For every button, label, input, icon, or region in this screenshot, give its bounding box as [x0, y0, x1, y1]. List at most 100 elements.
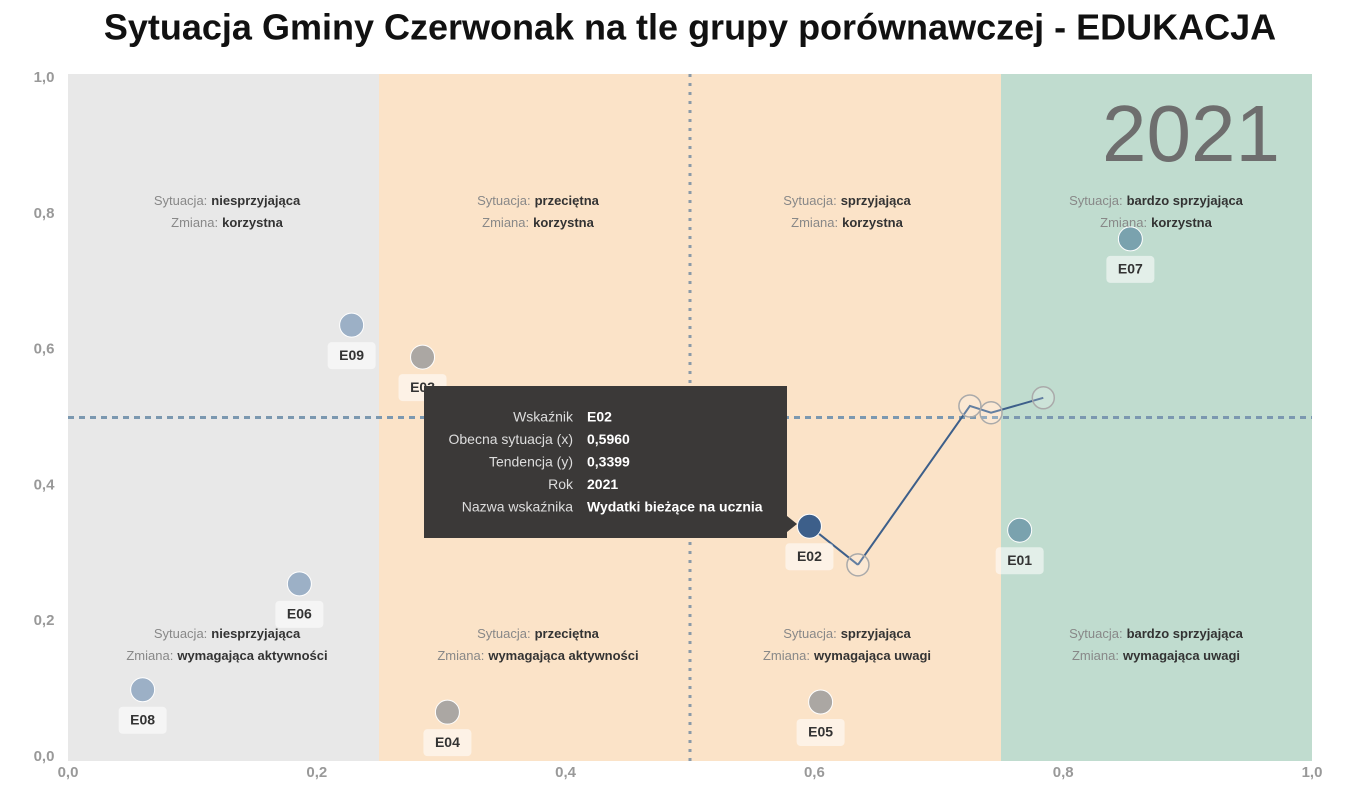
quadrant-change: Zmiana: korzystna — [171, 215, 283, 230]
x-tick-label: 0,8 — [1053, 764, 1074, 781]
quadrant-change: Zmiana: korzystna — [791, 215, 903, 230]
point-label-box — [423, 729, 472, 757]
quadrant-change: Zmiana: korzystna — [1100, 215, 1212, 230]
situation-value: przeciętna — [535, 626, 600, 641]
situation-prefix: Sytuacja: — [783, 193, 836, 208]
tooltip-value: 2021 — [587, 476, 618, 492]
point — [808, 689, 834, 715]
change-value: korzystna — [222, 215, 283, 230]
situation-value: niesprzyjająca — [211, 193, 301, 208]
trail-point — [846, 553, 870, 577]
point-label-box — [275, 600, 324, 628]
quadrant-change: Zmiana: korzystna — [482, 215, 594, 230]
quadrant-change: Zmiana: wymagająca aktywności — [437, 648, 638, 663]
point-label-box — [327, 342, 376, 370]
tooltip-key: Tendencja (y) — [489, 454, 573, 470]
x-tick-label: 0,0 — [58, 764, 79, 781]
y-tick-label: 0,6 — [34, 341, 55, 358]
change-value: korzystna — [533, 215, 594, 230]
change-value: korzystna — [1151, 215, 1212, 230]
situation-prefix: Sytuacja: — [1069, 626, 1122, 641]
tooltip-key: Wskaźnik — [513, 409, 574, 425]
y-tick-label: 0,4 — [34, 476, 56, 493]
change-prefix: Zmiana: — [171, 215, 218, 230]
change-value: wymagająca uwagi — [1122, 648, 1240, 663]
point-label: E01 — [1007, 552, 1032, 568]
change-prefix: Zmiana: — [791, 215, 838, 230]
change-value: wymagająca uwagi — [813, 648, 931, 663]
x-tick-label: 0,6 — [804, 764, 825, 781]
point-label-box — [118, 706, 167, 734]
change-prefix: Zmiana: — [1072, 648, 1119, 663]
change-prefix: Zmiana: — [1100, 215, 1147, 230]
change-value: wymagająca aktywności — [176, 648, 327, 663]
situation-prefix: Sytuacja: — [783, 626, 836, 641]
x-tick-label: 1,0 — [1302, 764, 1323, 781]
tooltip-value: Wydatki bieżące na ucznia — [587, 499, 763, 515]
change-value: wymagająca aktywności — [487, 648, 638, 663]
point-label: E02 — [797, 548, 822, 564]
quadrant-situation: Sytuacja: niesprzyjająca — [154, 626, 301, 641]
situation-prefix: Sytuacja: — [154, 193, 207, 208]
point — [796, 513, 822, 539]
situation-prefix: Sytuacja: — [1069, 193, 1122, 208]
situation-value: przeciętna — [535, 193, 600, 208]
tooltip-pointer — [787, 516, 797, 532]
chart-title: Sytuacja Gminy Czerwonak na tle grupy po… — [104, 7, 1276, 48]
quadrant-situation: Sytuacja: sprzyjająca — [783, 626, 911, 641]
tooltip: Wskaźnik E02 Obecna sytuacja (x) 0,5960 Tend… — [424, 386, 797, 538]
tooltip-value: 0,5960 — [587, 431, 630, 447]
point — [339, 312, 365, 338]
point-label: E05 — [808, 724, 833, 740]
quadrant-change: Zmiana: wymagająca aktywności — [126, 648, 327, 663]
quadrant-change: Zmiana: wymagająca uwagi — [763, 648, 931, 663]
point-label-box — [1106, 255, 1155, 283]
tooltip-box — [424, 386, 787, 538]
tooltip-value: 0,3399 — [587, 454, 630, 470]
point — [1117, 226, 1143, 252]
quadrant-situation: Sytuacja: przeciętna — [477, 626, 600, 641]
point-label-box — [995, 547, 1044, 575]
y-tick-label: 0,0 — [34, 748, 55, 765]
situation-value: sprzyjająca — [841, 626, 912, 641]
y-tick-label: 1,0 — [34, 69, 55, 86]
trail-point — [1031, 386, 1056, 410]
situation-prefix: Sytuacja: — [154, 626, 207, 641]
point — [410, 344, 436, 370]
quadrant-change: Zmiana: wymagająca uwagi — [1072, 648, 1240, 663]
trail-point — [958, 394, 982, 418]
quadrant-situation: Sytuacja: niesprzyjająca — [154, 193, 301, 208]
point — [286, 571, 312, 597]
quadrant-situation: Sytuacja: bardzo sprzyjająca — [1069, 626, 1244, 641]
change-value: korzystna — [842, 215, 903, 230]
point-label: E07 — [1118, 261, 1143, 277]
tooltip-key: Nazwa wskaźnika — [462, 499, 573, 515]
point-label: E08 — [130, 711, 155, 727]
point-label: E04 — [435, 734, 460, 750]
quadrant-situation: Sytuacja: przeciętna — [477, 193, 600, 208]
point — [434, 699, 460, 725]
tooltip-key: Obecna sytuacja (x) — [449, 431, 574, 447]
situation-prefix: Sytuacja: — [477, 193, 530, 208]
situation-value: bardzo sprzyjająca — [1127, 193, 1244, 208]
change-prefix: Zmiana: — [763, 648, 810, 663]
situation-prefix: Sytuacja: — [477, 626, 530, 641]
trail-point — [979, 400, 1003, 425]
quadrant-situation: Sytuacja: sprzyjająca — [783, 193, 911, 208]
quadrant-situation: Sytuacja: bardzo sprzyjająca — [1069, 193, 1244, 208]
point-label-box — [796, 719, 845, 747]
situation-value: niesprzyjająca — [211, 626, 301, 641]
change-prefix: Zmiana: — [126, 648, 173, 663]
x-tick-label: 0,4 — [555, 764, 577, 781]
situation-value: bardzo sprzyjająca — [1127, 626, 1244, 641]
tooltip-key: Rok — [548, 476, 574, 492]
point-label: E09 — [339, 347, 364, 363]
tooltip-value: E02 — [587, 409, 612, 425]
point-label-box — [785, 543, 834, 571]
change-prefix: Zmiana: — [482, 215, 529, 230]
x-tick-label: 0,2 — [306, 764, 327, 781]
change-prefix: Zmiana: — [437, 648, 484, 663]
y-tick-label: 0,2 — [34, 612, 55, 629]
year-label: 2021 — [1102, 89, 1280, 178]
